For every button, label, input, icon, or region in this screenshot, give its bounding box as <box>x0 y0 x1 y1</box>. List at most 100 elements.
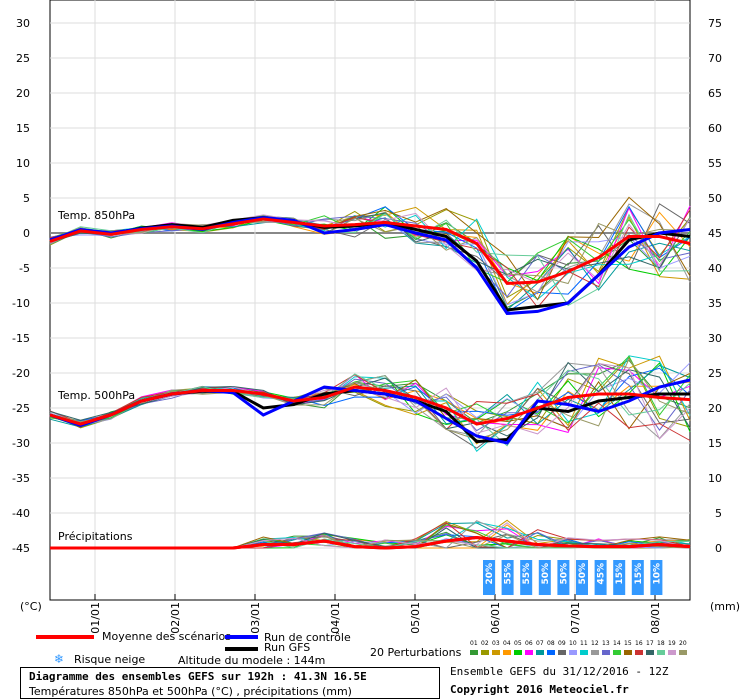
run-info: Ensemble GEFS du 31/12/2016 - 12Z <box>450 665 669 678</box>
y-tick-right: 20 <box>708 402 722 415</box>
legend-mean-line <box>36 635 94 639</box>
x-tick-label: 05/01 <box>409 602 422 634</box>
perturbation-number: 04 <box>503 640 511 647</box>
perturbation-number: 13 <box>602 640 610 647</box>
perturbation-swatch <box>624 650 632 655</box>
perturbation-number: 17 <box>646 640 654 647</box>
y-tick-left: 15 <box>16 122 30 135</box>
y-tick-right: 0 <box>715 542 722 555</box>
perturbation-swatch <box>613 650 621 655</box>
y-tick-left: -40 <box>12 507 30 520</box>
snow-risk-bar <box>538 560 551 595</box>
y-tick-right: 10 <box>708 472 722 485</box>
perturbation-swatch <box>536 650 544 655</box>
y-tick-right: 70 <box>708 52 722 65</box>
perturbation-number: 02 <box>481 640 489 647</box>
perturbation-swatch <box>525 650 533 655</box>
perturbation-number: 07 <box>536 640 544 647</box>
perturbation-swatch <box>668 650 676 655</box>
y-tick-left: -45 <box>12 542 30 555</box>
snow-risk-label: 20% <box>485 563 495 585</box>
snow-risk-label: 50% <box>578 563 588 585</box>
perturbations-label: 20 Perturbations <box>370 646 462 659</box>
legend-control-label: Run de contrôle <box>264 631 351 644</box>
y-tick-right: 45 <box>708 227 722 240</box>
legend-gfs-line <box>225 647 258 651</box>
series-precip-mean-line <box>50 535 691 550</box>
y-tick-right: 50 <box>708 192 722 205</box>
y-tick-right: 5 <box>715 507 722 520</box>
snow-risk-bar <box>650 560 663 595</box>
perturbation-swatch <box>558 650 566 655</box>
perturbation-number: 15 <box>624 640 632 647</box>
y-tick-left: -35 <box>12 472 30 485</box>
y-tick-left: 25 <box>16 52 30 65</box>
perturbation-swatch <box>580 650 588 655</box>
copyright: Copyright 2016 Meteociel.fr <box>450 683 629 696</box>
snow-risk-label: 55% <box>504 563 514 585</box>
y-tick-right: 30 <box>708 332 722 345</box>
series-t500-mean <box>49 385 691 426</box>
y-tick-right: 15 <box>708 437 722 450</box>
units-right: (mm) <box>710 600 740 613</box>
perturbation-number: 18 <box>657 640 665 647</box>
perturbation-swatch <box>679 650 687 655</box>
snow-risk-label: 50% <box>559 563 569 585</box>
perturbation-swatch <box>492 650 500 655</box>
y-tick-left: -15 <box>12 332 30 345</box>
snow-risk-bar <box>557 560 570 595</box>
y-tick-left: 20 <box>16 87 30 100</box>
perturbation-swatch <box>657 650 665 655</box>
label-t500: Temp. 500hPa <box>57 389 135 402</box>
chart-texts: 302520151050-5-10-15-20-25-30-35-40-4575… <box>12 17 740 634</box>
y-tick-left: 10 <box>16 157 30 170</box>
units-left: (°C) <box>20 600 42 613</box>
perturbation-swatch <box>470 650 478 655</box>
perturbation-number: 06 <box>525 640 533 647</box>
y-tick-right: 25 <box>708 367 722 380</box>
perturbation-swatch <box>602 650 610 655</box>
snow-risk-bar <box>631 560 644 595</box>
x-tick-label: 01/01 <box>89 602 102 634</box>
y-tick-right: 60 <box>708 122 722 135</box>
legend-snow-label: Risque neige <box>74 653 146 666</box>
chart-grid <box>49 0 691 601</box>
label-precip: Précipitations <box>58 530 133 543</box>
y-tick-right: 65 <box>708 87 722 100</box>
perturbation-number: 05 <box>514 640 522 647</box>
perturbation-number: 19 <box>668 640 676 647</box>
snow-risk-bar <box>520 560 533 595</box>
y-tick-right: 55 <box>708 157 722 170</box>
snowflake-icon: ❄ <box>54 652 65 666</box>
x-tick-label: 06/01 <box>489 602 502 634</box>
perturbation-swatch <box>569 650 577 655</box>
main-series <box>49 216 691 550</box>
perturbation-swatch <box>646 650 654 655</box>
snow-risk-bar <box>483 560 495 595</box>
perturbation-line-t500 <box>49 361 691 437</box>
perturbation-number: 09 <box>558 640 566 647</box>
perturbation-number: 01 <box>470 640 478 647</box>
label-t850: Temp. 850hPa <box>57 209 135 222</box>
perturbation-number: 16 <box>635 640 643 647</box>
x-tick-label: 08/01 <box>649 602 662 634</box>
snow-risk-label: 50% <box>541 563 551 585</box>
snow-risk-label: 45% <box>597 563 607 585</box>
snow-risk-label: 15% <box>634 563 644 585</box>
legend-mean-label: Moyenne des scénarios <box>102 630 231 643</box>
perturbation-swatch <box>635 650 643 655</box>
snow-risk-bar <box>613 560 626 595</box>
plot-frame <box>49 0 691 601</box>
legend-control-line <box>225 635 258 639</box>
perturbation-number: 08 <box>547 640 555 647</box>
series-t850-mean <box>49 217 691 285</box>
chart-subtitle: Températures 850hPa et 500hPa (°C) , pré… <box>29 685 352 698</box>
x-tick-label: 04/01 <box>329 602 342 634</box>
perturbation-number: 20 <box>679 640 687 647</box>
perturbation-number: 03 <box>492 640 500 647</box>
x-tick-label: 07/01 <box>569 602 582 634</box>
perturbation-swatch <box>547 650 555 655</box>
y-tick-left: -25 <box>12 402 30 415</box>
y-tick-left: -20 <box>12 367 30 380</box>
